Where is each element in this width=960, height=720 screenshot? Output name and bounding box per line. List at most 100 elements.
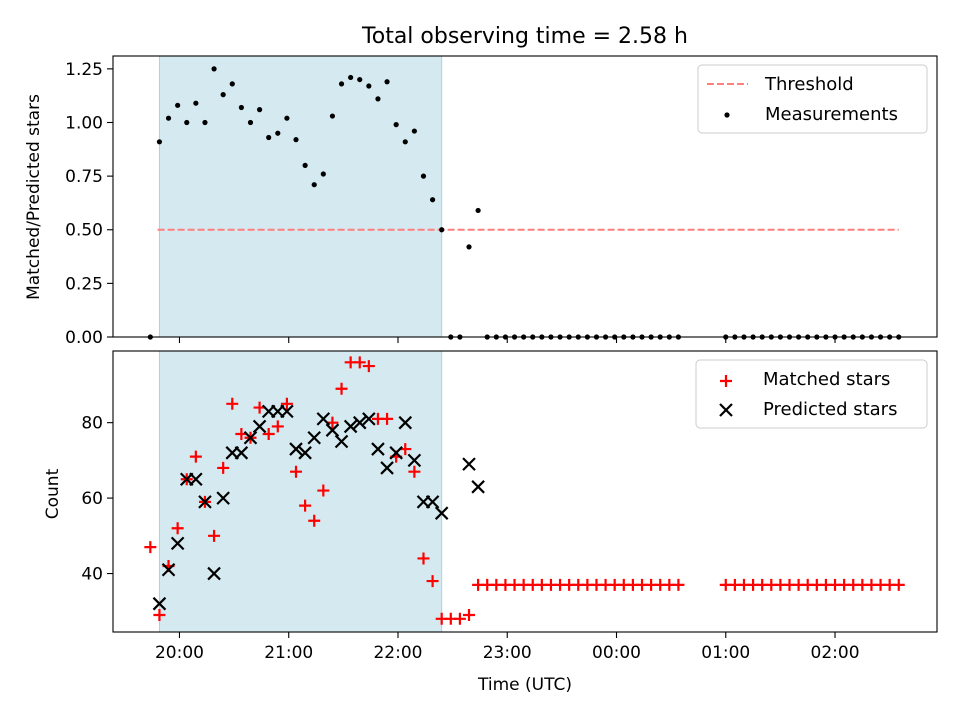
matched-star-point (463, 609, 476, 622)
bottom-legend: Matched stars Predicted stars (695, 359, 928, 429)
legend-measurements-swatch (724, 112, 730, 118)
matched-star-point (226, 397, 239, 410)
top-y-tick-label: 0.50 (65, 221, 103, 241)
measurement-point (302, 162, 308, 168)
top-shaded-rect (159, 56, 442, 337)
bottom-y-tick-label: 60 (81, 489, 103, 509)
measurement-point (375, 96, 381, 102)
predicted-star-point (352, 415, 367, 430)
matched-star-point (280, 397, 293, 410)
top-y-axis-label: Matched/Predicted stars (24, 94, 44, 300)
matched-star-point (381, 412, 394, 425)
legend-predicted-label: Predicted stars (763, 399, 897, 420)
measurement-point (357, 76, 363, 83)
bottom-x-ticks: 20:00 21:00 22:00 23:00 00:00 01:00 02:00 (155, 632, 860, 663)
bottom-panel: 40 60 80 20:00 21:00 22:00 23:00 00:00 01:00 02:… (43, 350, 938, 695)
matched-star-point (299, 499, 312, 512)
x-tick-label: 23:00 (483, 643, 532, 663)
predicted-star-point (389, 446, 403, 460)
predicted-star-point (362, 412, 376, 426)
predicted-star-point (289, 442, 303, 456)
top-y-ticks: 0.00 0.25 0.50 0.75 1.00 1.25 (65, 60, 113, 348)
matched-star-point (672, 578, 685, 591)
predicted-star-point (325, 423, 340, 437)
predicted-star-point (407, 453, 422, 468)
predicted-star-point (280, 404, 294, 419)
matched-star-point (317, 484, 330, 497)
bottom-y-ticks: 40 60 80 (81, 414, 113, 585)
x-tick-label: 20:00 (155, 643, 204, 663)
matched-star-point (171, 522, 184, 535)
predicted-star-point (298, 446, 312, 460)
predicted-star-point (462, 457, 476, 471)
top-y-tick-label: 0.25 (65, 274, 103, 294)
legend-predicted-swatch (719, 403, 733, 417)
matched-star-point (271, 420, 284, 433)
predicted-star-point (189, 472, 203, 487)
measurement-point (366, 83, 372, 89)
predicted-star-point (343, 419, 358, 434)
predicted-star-point (425, 495, 440, 509)
bottom-y-axis-label: Count (43, 468, 63, 519)
predicted-star-point (198, 495, 212, 509)
matched-star-point (362, 360, 375, 373)
matched-star-point (353, 356, 366, 369)
predicted-star-point (161, 562, 176, 577)
measurement-point (311, 182, 317, 188)
measurement-point (429, 197, 436, 203)
predicted-star-point (471, 480, 485, 494)
measurement-point (247, 119, 254, 126)
top-shaded-region (158, 56, 443, 337)
predicted-star-point (334, 434, 349, 449)
measurement-point (165, 115, 172, 121)
measurement-point (202, 119, 208, 126)
x-tick-label: 21:00 (264, 643, 313, 663)
measurement-point (411, 128, 417, 134)
x-tick-label: 01:00 (701, 643, 750, 663)
matched-star-point (335, 382, 348, 395)
matched-star-point (153, 609, 166, 622)
bottom-axes-frame (112, 350, 938, 633)
top-y-tick-label: 0.00 (65, 328, 103, 348)
predicted-star-point (234, 446, 249, 460)
predicted-star-point (243, 430, 258, 445)
predicted-star-point (152, 596, 167, 611)
top-y-tick-label: 0.75 (65, 167, 103, 187)
matched-star-point (290, 465, 303, 478)
x-tick-label: 00:00 (592, 643, 641, 663)
measurement-point (293, 137, 299, 143)
predicted-star-point (371, 442, 385, 456)
bottom-shaded-rect (159, 351, 442, 632)
measurement-point (184, 119, 190, 126)
measurement-point (238, 104, 244, 111)
measurement-point (348, 74, 354, 81)
bottom-legend-box (695, 359, 928, 429)
predicted-star-point (216, 491, 230, 505)
legend-matched-label: Matched stars (763, 369, 890, 390)
measurement-point (329, 113, 336, 119)
measurement-point (420, 173, 427, 179)
measurement-point (402, 139, 408, 145)
predicted-stars-points (152, 404, 485, 611)
measurement-point (338, 81, 345, 87)
top-axes-frame (112, 55, 938, 338)
x-tick-label: 22:00 (373, 643, 422, 663)
bottom-shaded-region (158, 351, 443, 632)
measurement-point (266, 134, 272, 141)
matched-star-point (262, 427, 275, 440)
predicted-star-point (252, 419, 267, 434)
measurement-point (229, 81, 235, 87)
predicted-star-point (170, 536, 185, 551)
predicted-star-point (307, 430, 321, 445)
predicted-star-point (380, 461, 394, 475)
measurement-point (175, 102, 181, 108)
predicted-star-point (434, 506, 449, 520)
measurement-point (211, 66, 217, 72)
measurement-point (275, 130, 281, 136)
matched-star-point (308, 514, 321, 527)
top-y-tick-label: 1.00 (65, 113, 103, 133)
measurement-point (220, 92, 226, 98)
measurement-point (475, 207, 481, 214)
matched-star-point (217, 461, 230, 474)
